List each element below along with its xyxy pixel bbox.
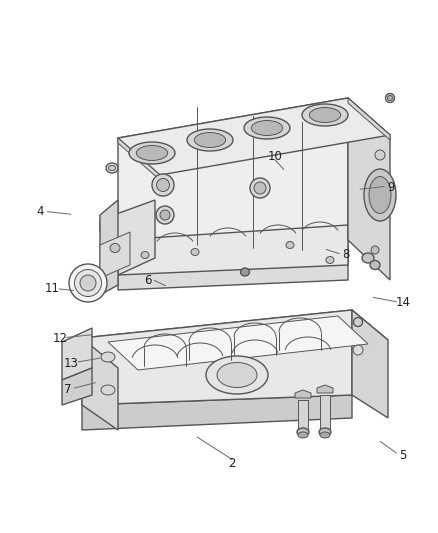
Ellipse shape [298,432,308,438]
Ellipse shape [353,345,363,355]
Polygon shape [298,400,308,430]
Text: 10: 10 [268,150,283,163]
Ellipse shape [320,432,330,438]
Ellipse shape [385,93,395,102]
Ellipse shape [388,95,392,101]
Ellipse shape [319,428,331,436]
Ellipse shape [187,129,233,151]
Ellipse shape [309,108,341,123]
Ellipse shape [240,268,250,276]
Text: 6: 6 [144,274,152,287]
Polygon shape [62,368,92,405]
Ellipse shape [109,166,116,171]
Text: 14: 14 [396,296,410,309]
Ellipse shape [194,133,226,148]
Ellipse shape [326,256,334,263]
Text: 4: 4 [36,205,44,218]
Text: 2: 2 [228,457,236,470]
Ellipse shape [136,146,168,160]
Polygon shape [82,338,118,430]
Polygon shape [118,225,348,275]
Ellipse shape [364,169,396,221]
Ellipse shape [370,261,380,270]
Polygon shape [62,328,92,380]
Ellipse shape [101,385,115,395]
Ellipse shape [191,248,199,255]
Ellipse shape [244,117,290,139]
Ellipse shape [371,246,379,254]
Ellipse shape [206,356,268,394]
Ellipse shape [69,264,107,302]
Ellipse shape [286,241,294,248]
Ellipse shape [369,176,391,214]
Polygon shape [100,232,130,278]
Polygon shape [82,310,352,405]
Ellipse shape [74,270,102,296]
Polygon shape [118,240,348,290]
Text: 13: 13 [64,357,79,370]
Polygon shape [82,310,388,368]
Text: 8: 8 [343,248,350,261]
Text: 12: 12 [53,333,67,345]
Text: 7: 7 [64,383,72,395]
Polygon shape [295,390,311,398]
Ellipse shape [110,244,120,253]
Polygon shape [118,98,390,175]
Ellipse shape [375,150,385,160]
Polygon shape [352,310,388,418]
Polygon shape [348,98,390,140]
Polygon shape [100,200,118,295]
Ellipse shape [156,206,174,224]
Ellipse shape [152,174,174,196]
Polygon shape [348,98,390,280]
Ellipse shape [297,428,309,436]
Ellipse shape [250,178,270,198]
Polygon shape [118,138,160,180]
Ellipse shape [160,210,170,220]
Polygon shape [320,395,330,430]
Polygon shape [82,395,352,430]
Ellipse shape [362,253,374,263]
Ellipse shape [217,362,257,387]
Ellipse shape [254,182,266,194]
Ellipse shape [106,163,118,173]
Ellipse shape [101,352,115,362]
Text: 11: 11 [45,282,60,295]
Ellipse shape [156,179,170,191]
Polygon shape [100,200,155,275]
Text: 9: 9 [387,181,395,194]
Ellipse shape [251,120,283,135]
Ellipse shape [302,104,348,126]
Polygon shape [108,316,368,370]
Ellipse shape [80,275,96,291]
Ellipse shape [141,252,149,259]
Text: 5: 5 [399,449,406,462]
Polygon shape [118,98,348,260]
Polygon shape [317,385,333,393]
Ellipse shape [129,142,175,164]
Ellipse shape [353,318,363,327]
